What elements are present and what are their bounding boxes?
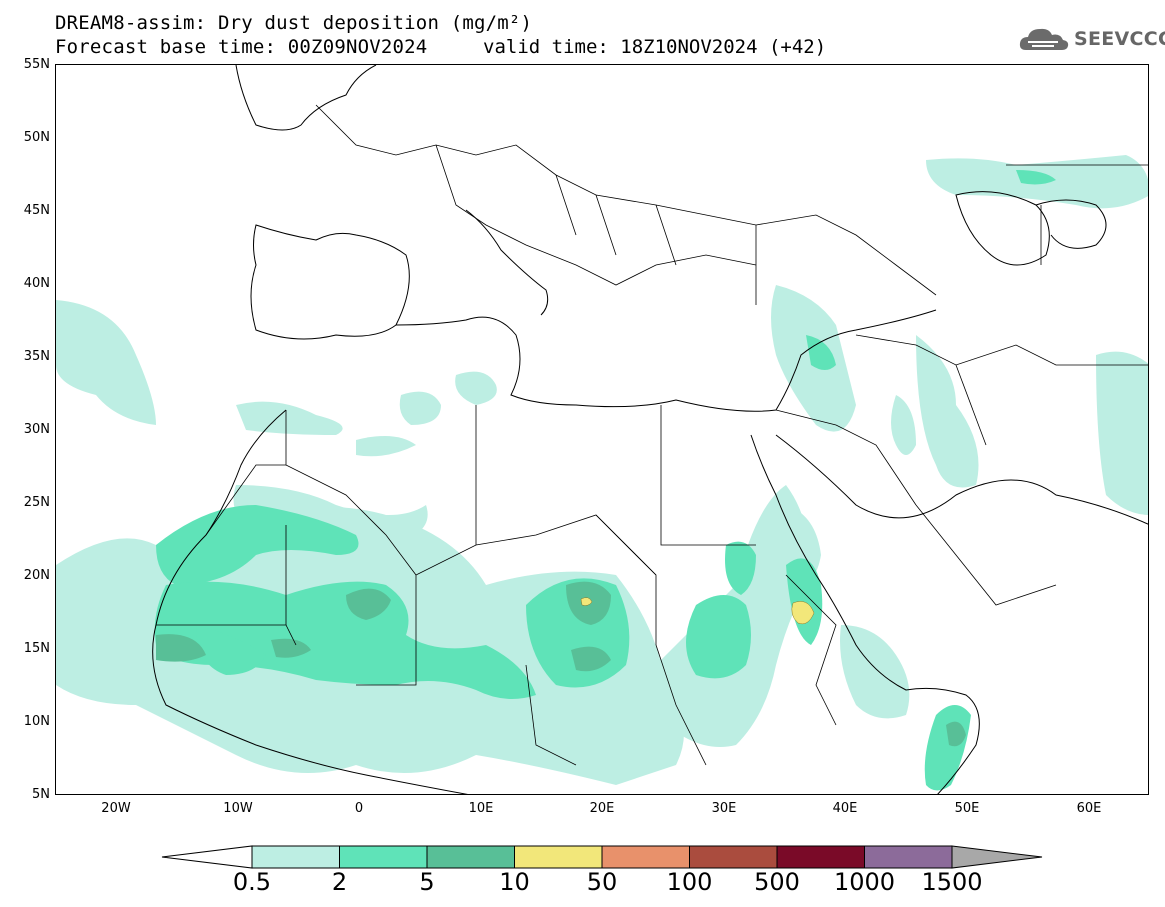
lat-label: 25N	[23, 495, 50, 510]
colorbar-label: 50	[586, 868, 618, 896]
colorbar-label: 1500	[921, 868, 983, 896]
dust-contours-high	[580, 597, 815, 625]
lat-label: 30N	[23, 422, 50, 437]
colorbar-low-triangle	[161, 845, 253, 869]
lon-label: 0	[354, 801, 364, 816]
colorbar-label: 100	[666, 868, 713, 896]
lon-label: 10W	[223, 801, 253, 816]
coastlines	[152, 65, 1148, 794]
colorbar-swatch	[514, 845, 603, 869]
colorbar-swatch	[864, 845, 953, 869]
lat-label: 55N	[23, 57, 50, 72]
colorbar-label: 0.5	[232, 868, 272, 896]
lat-label: 35N	[23, 349, 50, 364]
colorbar-swatch	[251, 845, 340, 869]
lat-label: 5N	[32, 787, 50, 802]
cloud-icon	[1019, 28, 1069, 50]
map-title: DREAM8-assim: Dry dust deposition (mg/m²…	[55, 12, 533, 34]
lat-label: 15N	[23, 641, 50, 656]
dust-map	[56, 65, 1148, 794]
colorbar-label: 2	[331, 868, 348, 896]
lon-label: 60E	[1076, 801, 1102, 816]
colorbar-swatch	[601, 845, 690, 869]
lon-label: 10E	[468, 801, 494, 816]
colorbar-label: 5	[419, 868, 435, 896]
colorbar-swatch	[426, 845, 515, 869]
colorbar-swatch	[776, 845, 865, 869]
lon-label: 50E	[954, 801, 980, 816]
country-borders	[156, 104, 1148, 766]
lon-label: 40E	[832, 801, 858, 816]
lat-label: 20N	[23, 568, 50, 583]
colorbar-high-triangle	[951, 845, 1043, 869]
valid-time: valid time: 18Z10NOV2024 (+42)	[483, 36, 827, 58]
colorbar-swatch	[339, 845, 428, 869]
forecast-base-time: Forecast base time: 00Z09NOV2024	[55, 36, 428, 58]
lat-label: 40N	[23, 276, 50, 291]
colorbar-label: 10	[499, 868, 530, 896]
lon-label: 20W	[101, 801, 131, 816]
seevccc-logo: SEEVCCC	[1018, 24, 1165, 54]
map-panel	[55, 64, 1149, 795]
lat-label: 50N	[23, 130, 50, 145]
colorbar-label: 1000	[833, 868, 896, 896]
lat-label: 45N	[23, 203, 50, 218]
logo-text: SEEVCCC	[1074, 28, 1165, 50]
colorbar-swatch	[689, 845, 778, 869]
colorbar-label: 500	[754, 868, 800, 896]
lon-label: 30E	[711, 801, 737, 816]
lat-label: 10N	[23, 714, 50, 729]
colorbar	[161, 845, 1043, 869]
lon-label: 20E	[589, 801, 615, 816]
